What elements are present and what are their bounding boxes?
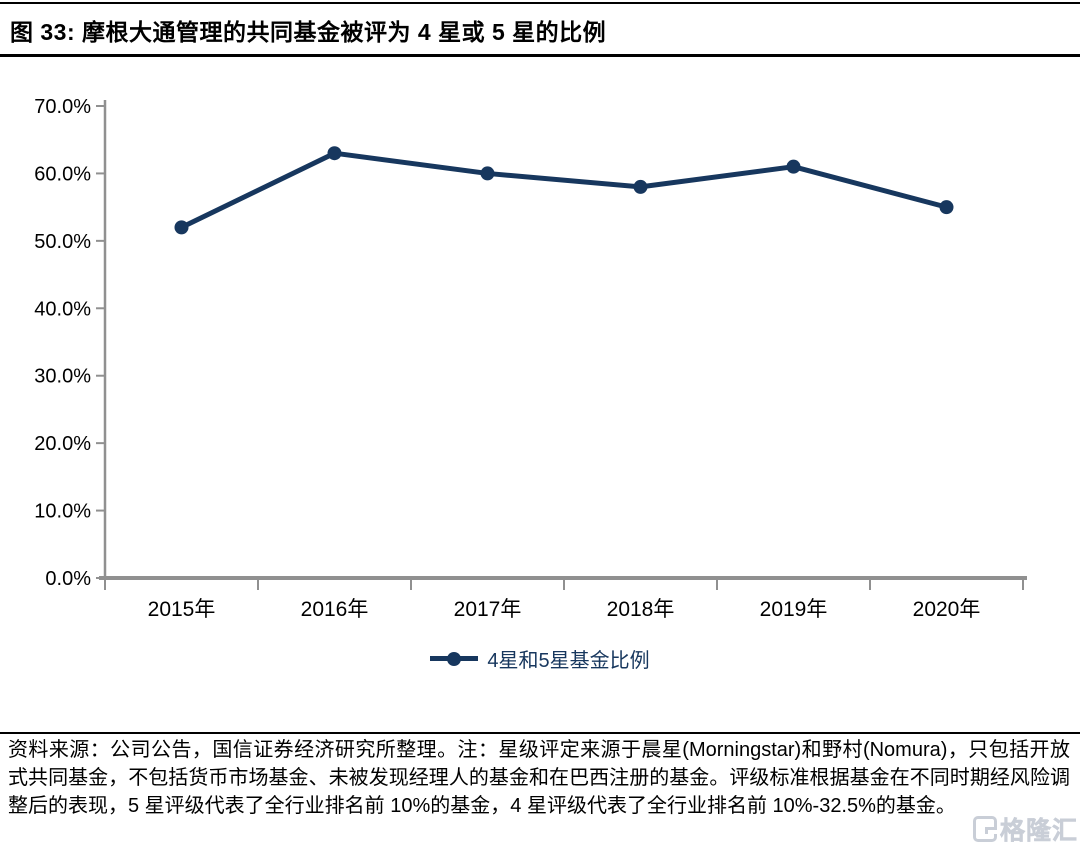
y-axis-tick-label: 40.0% [34,298,91,320]
watermark-label: 格隆汇 [999,817,1078,846]
top-rule [0,2,1080,4]
y-axis-tick-label: 20.0% [34,433,91,455]
x-axis-category-label: 2017年 [454,598,522,621]
data-point-2020年 [939,200,954,215]
figure-title: 图 33: 摩根大通管理的共同基金被评为 4 星或 5 星的比例 [10,19,607,45]
x-axis-category-label: 2019年 [760,598,828,621]
series-line [179,150,949,230]
line-chart-svg: 0.0% 10.0% 20.0% 30.0% 40.0% 50.0% 60.0% 70.0% 2… [34,96,1027,621]
legend-line-marker-icon [430,651,479,666]
y-axis-tick-label: 30.0% [34,366,91,388]
chart-legend: 4星和5星基金比例 [0,644,1080,673]
chart-area: 0.0% 10.0% 20.0% 30.0% 40.0% 50.0% 60.0% 70.0% 2… [0,58,1080,628]
data-point-2018年 [633,179,648,194]
title-underline-rule [0,54,1080,57]
data-point-2015年 [174,220,189,235]
data-point-2019年 [786,159,801,174]
y-axis-tick-label: 50.0% [34,231,91,253]
y-axis-tick-label: 70.0% [34,96,91,118]
data-point-2017年 [480,166,495,181]
y-axis-tick-label: 60.0% [34,163,91,185]
data-point-2016年 [327,146,342,161]
gelonghui-watermark: 格隆汇 [972,811,1078,847]
x-axis-category-label: 2015年 [148,598,216,621]
y-axis-tick-label: 0.0% [45,568,91,590]
y-axis-tick-label: 10.0% [34,501,91,523]
footer-rule [0,732,1080,734]
gelonghui-logo-icon [972,816,997,842]
x-axis-category-label: 2016年 [301,598,369,621]
legend-dot-icon [447,651,462,666]
source-note: 资料来源：公司公告，国信证券经济研究所整理。注：星级评定来源于晨星(Mornin… [8,739,1070,817]
legend-label: 4星和5星基金比例 [487,650,650,672]
x-axis-category-label: 2018年 [607,598,675,621]
x-axis-category-label: 2020年 [913,598,981,621]
